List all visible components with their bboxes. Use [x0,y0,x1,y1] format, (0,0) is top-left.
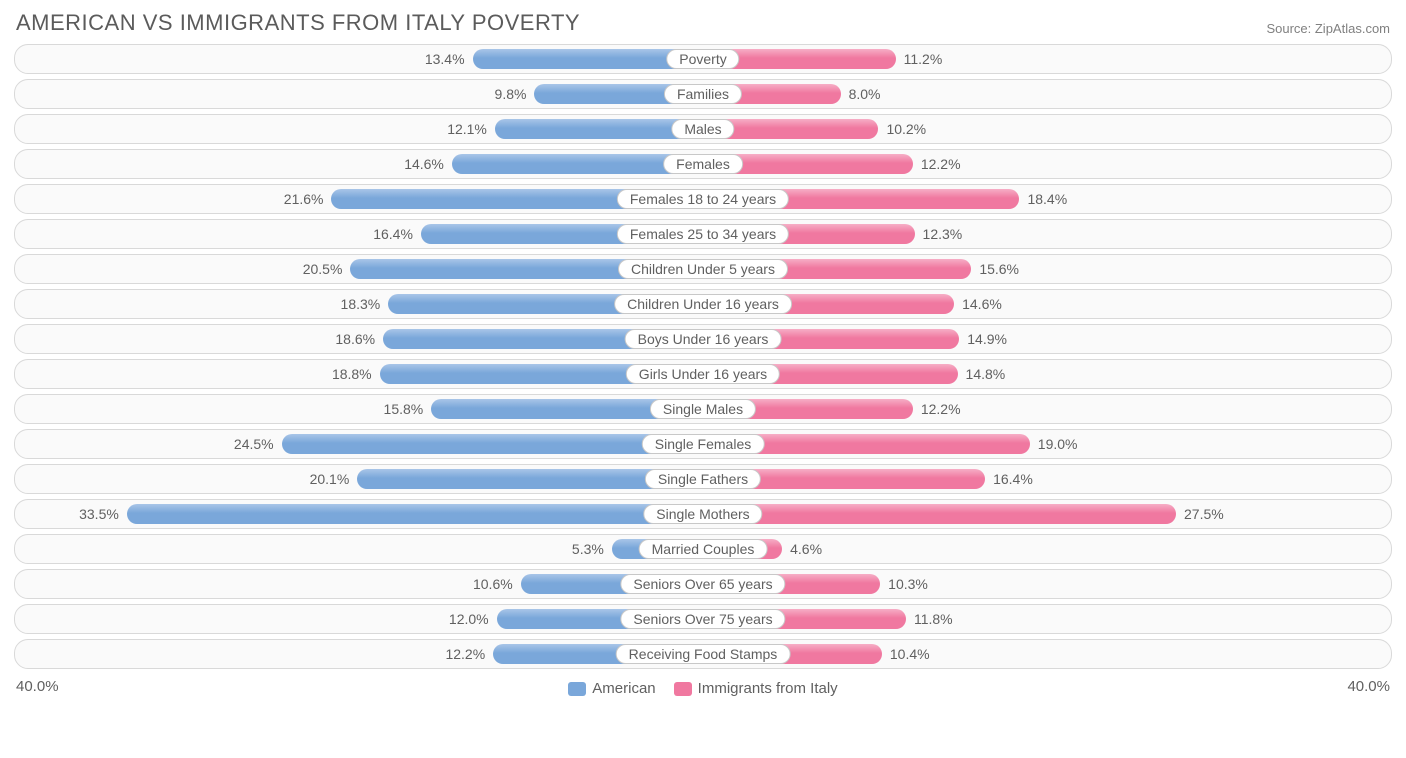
chart-row: 21.6% 18.4% Females 18 to 24 years [14,184,1392,214]
chart-row: 20.5% 15.6% Children Under 5 years [14,254,1392,284]
diverging-bar-chart: 13.4% 11.2% Poverty 9.8% 8.0% Families 12.1% 10… [10,44,1396,669]
category-label: Boys Under 16 years [625,329,782,349]
category-label: Seniors Over 65 years [620,574,785,594]
value-right: 14.8% [966,366,1006,382]
value-right: 10.3% [888,576,928,592]
value-right: 19.0% [1038,436,1078,452]
chart-row: 24.5% 19.0% Single Females [14,429,1392,459]
value-left: 9.8% [495,86,527,102]
value-right: 18.4% [1027,191,1067,207]
category-label: Single Males [650,399,756,419]
category-label: Females 18 to 24 years [617,189,789,209]
chart-row: 12.2% 10.4% Receiving Food Stamps [14,639,1392,669]
category-label: Children Under 16 years [614,294,792,314]
legend-swatch-left [568,682,586,696]
chart-row: 18.6% 14.9% Boys Under 16 years [14,324,1392,354]
category-label: Children Under 5 years [618,259,788,279]
value-right: 10.4% [890,646,930,662]
legend-item-right: Immigrants from Italy [674,680,838,697]
chart-title: AMERICAN VS IMMIGRANTS FROM ITALY POVERT… [16,10,580,36]
value-left: 5.3% [572,541,604,557]
value-left: 10.6% [473,576,513,592]
legend-label-right: Immigrants from Italy [698,680,838,697]
value-right: 11.8% [914,611,953,627]
value-left: 12.0% [449,611,489,627]
value-left: 20.5% [303,261,343,277]
value-right: 14.9% [967,331,1007,347]
chart-row: 13.4% 11.2% Poverty [14,44,1392,74]
chart-row: 18.3% 14.6% Children Under 16 years [14,289,1392,319]
category-label: Females 25 to 34 years [617,224,789,244]
chart-row: 15.8% 12.2% Single Males [14,394,1392,424]
category-label: Receiving Food Stamps [616,644,791,664]
value-right: 12.2% [921,401,961,417]
value-left: 13.4% [425,51,465,67]
chart-row: 12.1% 10.2% Males [14,114,1392,144]
category-label: Poverty [666,49,739,69]
header: AMERICAN VS IMMIGRANTS FROM ITALY POVERT… [10,6,1396,44]
chart-footer: 40.0% American Immigrants from Italy 40.… [10,674,1396,699]
value-right: 12.2% [921,156,961,172]
value-right: 11.2% [904,51,943,67]
value-right: 10.2% [886,121,926,137]
value-left: 33.5% [79,506,119,522]
category-label: Single Females [642,434,765,454]
chart-row: 14.6% 12.2% Females [14,149,1392,179]
chart-row: 20.1% 16.4% Single Fathers [14,464,1392,494]
category-label: Single Mothers [643,504,762,524]
value-right: 15.6% [979,261,1019,277]
chart-row: 12.0% 11.8% Seniors Over 75 years [14,604,1392,634]
chart-row: 5.3% 4.6% Married Couples [14,534,1392,564]
chart-row: 16.4% 12.3% Females 25 to 34 years [14,219,1392,249]
legend-label-left: American [592,680,655,697]
value-left: 18.3% [341,296,381,312]
source-attribution: Source: ZipAtlas.com [1266,21,1390,36]
value-left: 18.6% [335,331,375,347]
axis-max-left: 40.0% [16,678,59,695]
category-label: Males [671,119,734,139]
axis-max-right: 40.0% [1347,678,1390,695]
value-left: 16.4% [373,226,413,242]
value-right: 4.6% [790,541,822,557]
value-left: 18.8% [332,366,372,382]
category-label: Girls Under 16 years [626,364,780,384]
value-right: 8.0% [849,86,881,102]
legend-swatch-right [674,682,692,696]
chart-row: 33.5% 27.5% Single Mothers [14,499,1392,529]
bar-left [282,434,703,454]
chart-row: 10.6% 10.3% Seniors Over 65 years [14,569,1392,599]
value-left: 12.2% [445,646,485,662]
value-right: 14.6% [962,296,1002,312]
category-label: Families [664,84,742,104]
category-label: Seniors Over 75 years [620,609,785,629]
value-left: 12.1% [447,121,487,137]
value-right: 27.5% [1184,506,1224,522]
legend-item-left: American [568,680,655,697]
chart-row: 9.8% 8.0% Families [14,79,1392,109]
value-left: 20.1% [310,471,350,487]
value-left: 14.6% [404,156,444,172]
value-left: 21.6% [284,191,324,207]
value-right: 16.4% [993,471,1033,487]
value-right: 12.3% [923,226,963,242]
bar-right [703,504,1176,524]
value-left: 15.8% [384,401,424,417]
category-label: Females [663,154,743,174]
bar-left [127,504,703,524]
chart-row: 18.8% 14.8% Girls Under 16 years [14,359,1392,389]
category-label: Single Fathers [645,469,761,489]
category-label: Married Couples [639,539,768,559]
value-left: 24.5% [234,436,274,452]
